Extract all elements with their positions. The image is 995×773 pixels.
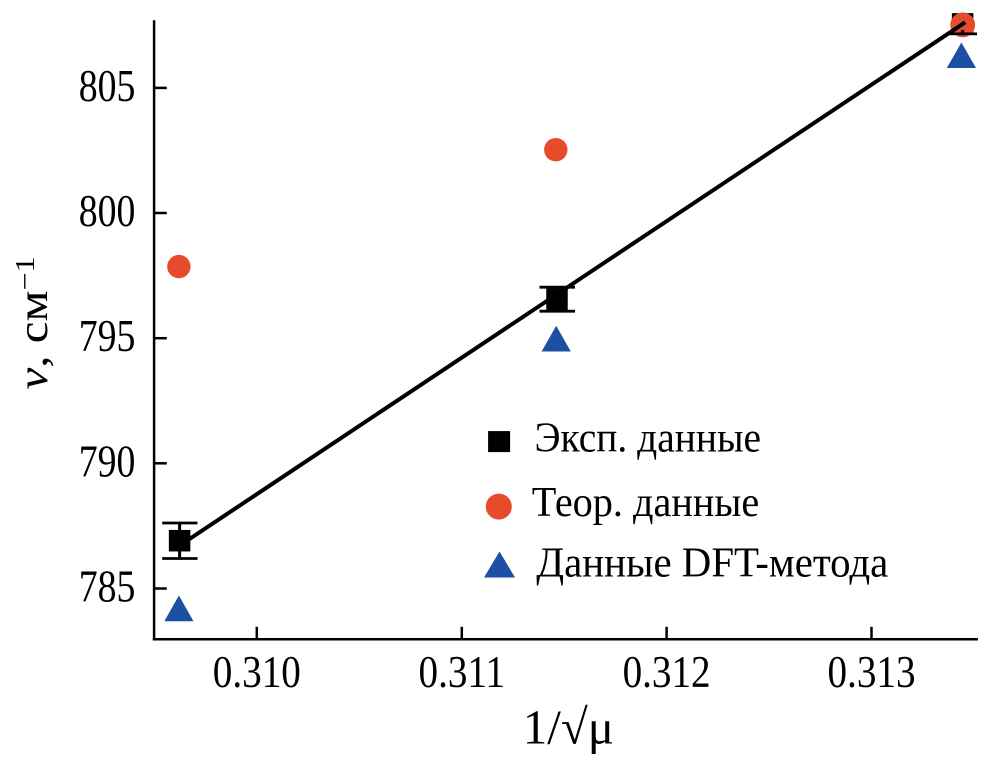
- svg-text:Эксп. данные: Эксп. данные: [535, 415, 762, 461]
- svg-text:795: 795: [79, 311, 136, 361]
- svg-text:0.313: 0.313: [827, 648, 915, 698]
- svg-text:0.310: 0.310: [213, 648, 301, 698]
- svg-text:790: 790: [79, 436, 136, 486]
- svg-text:Теор. данные: Теор. данные: [532, 478, 759, 525]
- svg-text:1/√μ: 1/√μ: [523, 700, 614, 755]
- svg-text:785: 785: [79, 561, 136, 611]
- svg-text:800: 800: [79, 186, 136, 236]
- svg-text:805: 805: [79, 61, 136, 111]
- svg-text:0.311: 0.311: [418, 648, 505, 698]
- svg-text:Данные DFT-метода: Данные DFT-метода: [536, 539, 888, 586]
- svg-text:0.312: 0.312: [623, 648, 711, 698]
- svg-text:ν, см−1: ν, см−1: [9, 256, 56, 389]
